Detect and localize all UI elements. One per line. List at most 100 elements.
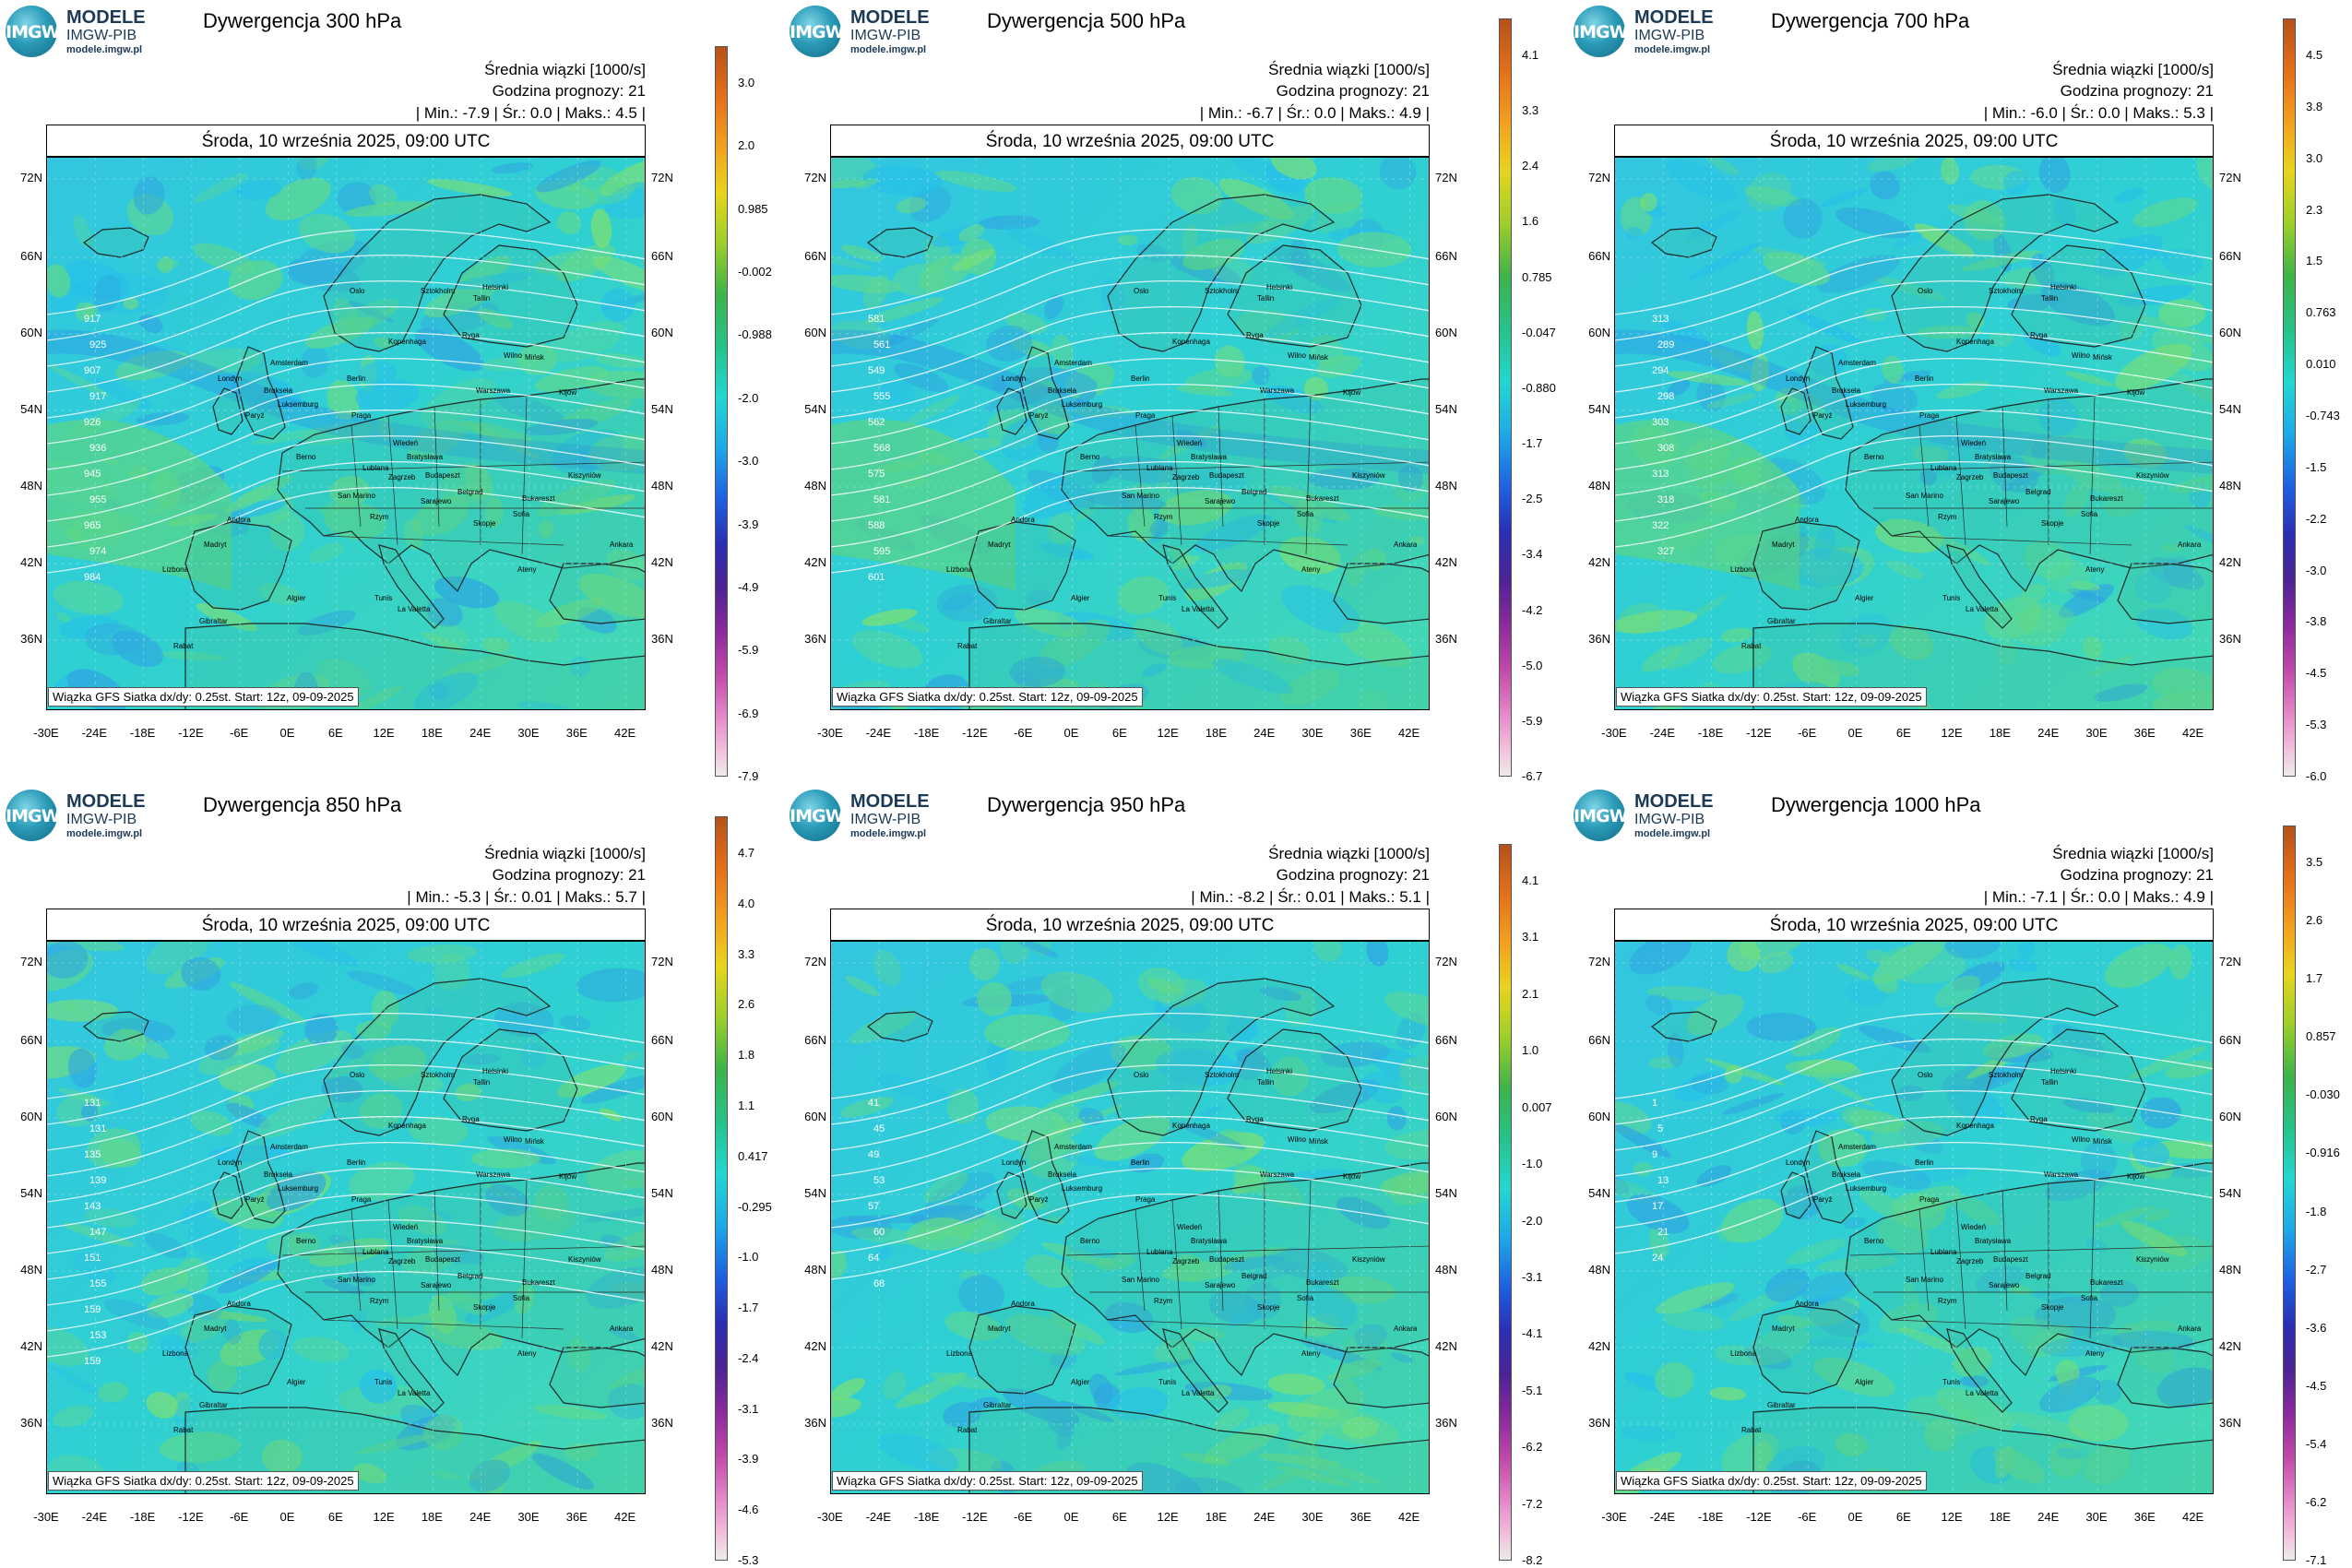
colorbar-label: 0.857 bbox=[2306, 1029, 2336, 1044]
colorbar-label: -1.0 bbox=[738, 1250, 759, 1265]
logo-url: modele.imgw.pl bbox=[1634, 828, 1711, 839]
lon-label: 18E bbox=[1205, 1510, 1227, 1524]
country-borders bbox=[1065, 1179, 1429, 1339]
city-label: Skopje bbox=[1257, 519, 1280, 528]
colorbar-label: 1.1 bbox=[738, 1098, 755, 1112]
stats-separator: | bbox=[1336, 104, 1349, 122]
logo-url: modele.imgw.pl bbox=[850, 828, 927, 839]
city-label: Ateny bbox=[2085, 1349, 2105, 1358]
contour-label: 917 bbox=[89, 391, 106, 402]
city-label: Andora bbox=[1011, 1300, 1035, 1308]
lat-label-left: 66N bbox=[1588, 1033, 1610, 1047]
city-label: Gibraltar bbox=[1767, 1401, 1796, 1409]
panel-subtitle-forecast-hour: Godzina prognozy: 21 bbox=[2060, 82, 2214, 100]
lat-label-left: 54N bbox=[804, 402, 826, 416]
lat-label-left: 66N bbox=[20, 1033, 42, 1047]
lat-label-right: 54N bbox=[1435, 402, 1457, 416]
city-label: Paryż bbox=[1029, 1195, 1049, 1204]
city-label: Bukareszt bbox=[522, 494, 555, 503]
imgw-logo: IMGW MODELE IMGW-PIB modele.imgw.pl bbox=[6, 790, 181, 845]
city-label: Madryt bbox=[1772, 540, 1795, 549]
logo-mark-text: IMGW bbox=[790, 22, 845, 42]
city-label: Amsterdam bbox=[1838, 1143, 1876, 1151]
city-label: Helsinki bbox=[2050, 1067, 2077, 1075]
city-label: Helsinki bbox=[2050, 283, 2077, 291]
contour-label: 303 bbox=[1652, 417, 1669, 428]
contour-label: 159 bbox=[84, 1356, 101, 1367]
stats-avg-value: 0.0 bbox=[529, 104, 552, 122]
city-label: Mińsk bbox=[1309, 353, 1328, 362]
lat-label-right: 66N bbox=[1435, 249, 1457, 263]
lat-label-right: 60N bbox=[1435, 1110, 1457, 1123]
city-label: Ankara bbox=[1394, 540, 1418, 549]
stats-max-value: 5.3 bbox=[2183, 104, 2205, 122]
city-label: Paryż bbox=[1813, 411, 1833, 420]
lon-label: -30E bbox=[1601, 726, 1627, 740]
model-credit: Wiązka GFS Siatka dx/dy: 0.25st. Start: … bbox=[1616, 1471, 1927, 1491]
stats-avg-label: Śr.: bbox=[2070, 104, 2095, 122]
city-label: Sarajewo bbox=[1205, 1281, 1236, 1289]
lon-label: 24E bbox=[1253, 1510, 1276, 1524]
city-label: Bukareszt bbox=[522, 1278, 555, 1287]
city-label: Rzym bbox=[1938, 1297, 1957, 1305]
colorbar bbox=[715, 46, 728, 777]
colorbar-label: -0.002 bbox=[738, 265, 772, 279]
logo-line1: MODELE bbox=[66, 791, 146, 812]
city-label: Algier bbox=[1855, 1378, 1874, 1386]
lon-label: -30E bbox=[817, 726, 843, 740]
lat-label-left: 36N bbox=[1588, 632, 1610, 646]
city-label: San Marino bbox=[1122, 1276, 1159, 1284]
model-credit: Wiązka GFS Siatka dx/dy: 0.25st. Start: … bbox=[48, 687, 359, 707]
colorbar-label: -6.2 bbox=[1522, 1440, 1543, 1455]
city-label: Ryga bbox=[1246, 331, 1264, 339]
city-label: Kijów bbox=[559, 388, 577, 397]
panel-subtitle-ensemble: Średnia wiązki [1000/s] bbox=[484, 61, 646, 78]
contour-label: 561 bbox=[873, 339, 890, 350]
lon-label: 36E bbox=[1349, 726, 1372, 740]
stats-min-label: Min.: bbox=[423, 104, 458, 122]
stats-max-value: 4.9 bbox=[2183, 888, 2205, 906]
lat-label-right: 36N bbox=[2219, 1416, 2241, 1430]
contour-label: 313 bbox=[1652, 314, 1669, 325]
logo-url: modele.imgw.pl bbox=[66, 44, 143, 55]
city-label: Kopenhaga bbox=[1172, 1122, 1210, 1130]
imgw-logo: IMGW MODELE IMGW-PIB modele.imgw.pl bbox=[1574, 6, 1749, 61]
colorbar-label: -5.4 bbox=[2306, 1436, 2327, 1451]
lon-label: 18E bbox=[421, 1510, 443, 1524]
city-label: Gibraltar bbox=[1767, 617, 1796, 625]
colorbar-label: -1.0 bbox=[1522, 1157, 1543, 1171]
lat-label-left: 60N bbox=[20, 326, 42, 339]
stats-separator: | bbox=[1265, 888, 1278, 906]
city-label: Kijów bbox=[1343, 388, 1361, 397]
colorbar-label: -4.2 bbox=[1522, 602, 1543, 617]
city-label: Berlin bbox=[1131, 1158, 1150, 1167]
panel-subtitle-forecast-hour: Godzina prognozy: 21 bbox=[1276, 866, 1430, 884]
city-label: Lublana bbox=[362, 1248, 389, 1256]
city-label: Belgrad bbox=[2025, 1272, 2051, 1280]
lat-label-right: 60N bbox=[651, 1110, 673, 1123]
jet-streak bbox=[1615, 329, 2213, 474]
lat-label-right: 66N bbox=[651, 1033, 673, 1047]
city-label: Kopenhaga bbox=[1956, 338, 1994, 346]
coastlines bbox=[1650, 978, 2213, 1493]
map-canvas: 131 131 135 139 143 147 151 155 159 153 159 bbox=[47, 942, 645, 1493]
city-label: Wiedeń bbox=[393, 1223, 419, 1231]
city-label: Ryga bbox=[2030, 1115, 2048, 1123]
city-label: San Marino bbox=[338, 492, 375, 500]
lat-label-left: 72N bbox=[20, 955, 42, 968]
panel-subtitle-forecast-hour: Godzina prognozy: 21 bbox=[1276, 82, 1430, 100]
forecast-panel: IMGW MODELE IMGW-PIB modele.imgw.pl Dywergen… bbox=[784, 784, 1568, 1568]
lon-label: 36E bbox=[2133, 1510, 2156, 1524]
colorbar-label: -3.9 bbox=[738, 517, 759, 531]
stats-avg-label: Śr.: bbox=[502, 104, 527, 122]
lon-label: -12E bbox=[1746, 726, 1772, 740]
city-label: Belgrad bbox=[457, 1272, 483, 1280]
lat-label-right: 48N bbox=[1435, 1263, 1457, 1277]
contour-label: 1 bbox=[1652, 1098, 1657, 1109]
lon-label: -12E bbox=[962, 1510, 988, 1524]
colorbar-label: -5.0 bbox=[1522, 658, 1543, 672]
model-credit: Wiązka GFS Siatka dx/dy: 0.25st. Start: … bbox=[832, 1471, 1143, 1491]
lat-label-right: 54N bbox=[2219, 402, 2241, 416]
colorbar-label: -7.9 bbox=[738, 769, 759, 783]
lon-label: 0E bbox=[1063, 1510, 1079, 1524]
